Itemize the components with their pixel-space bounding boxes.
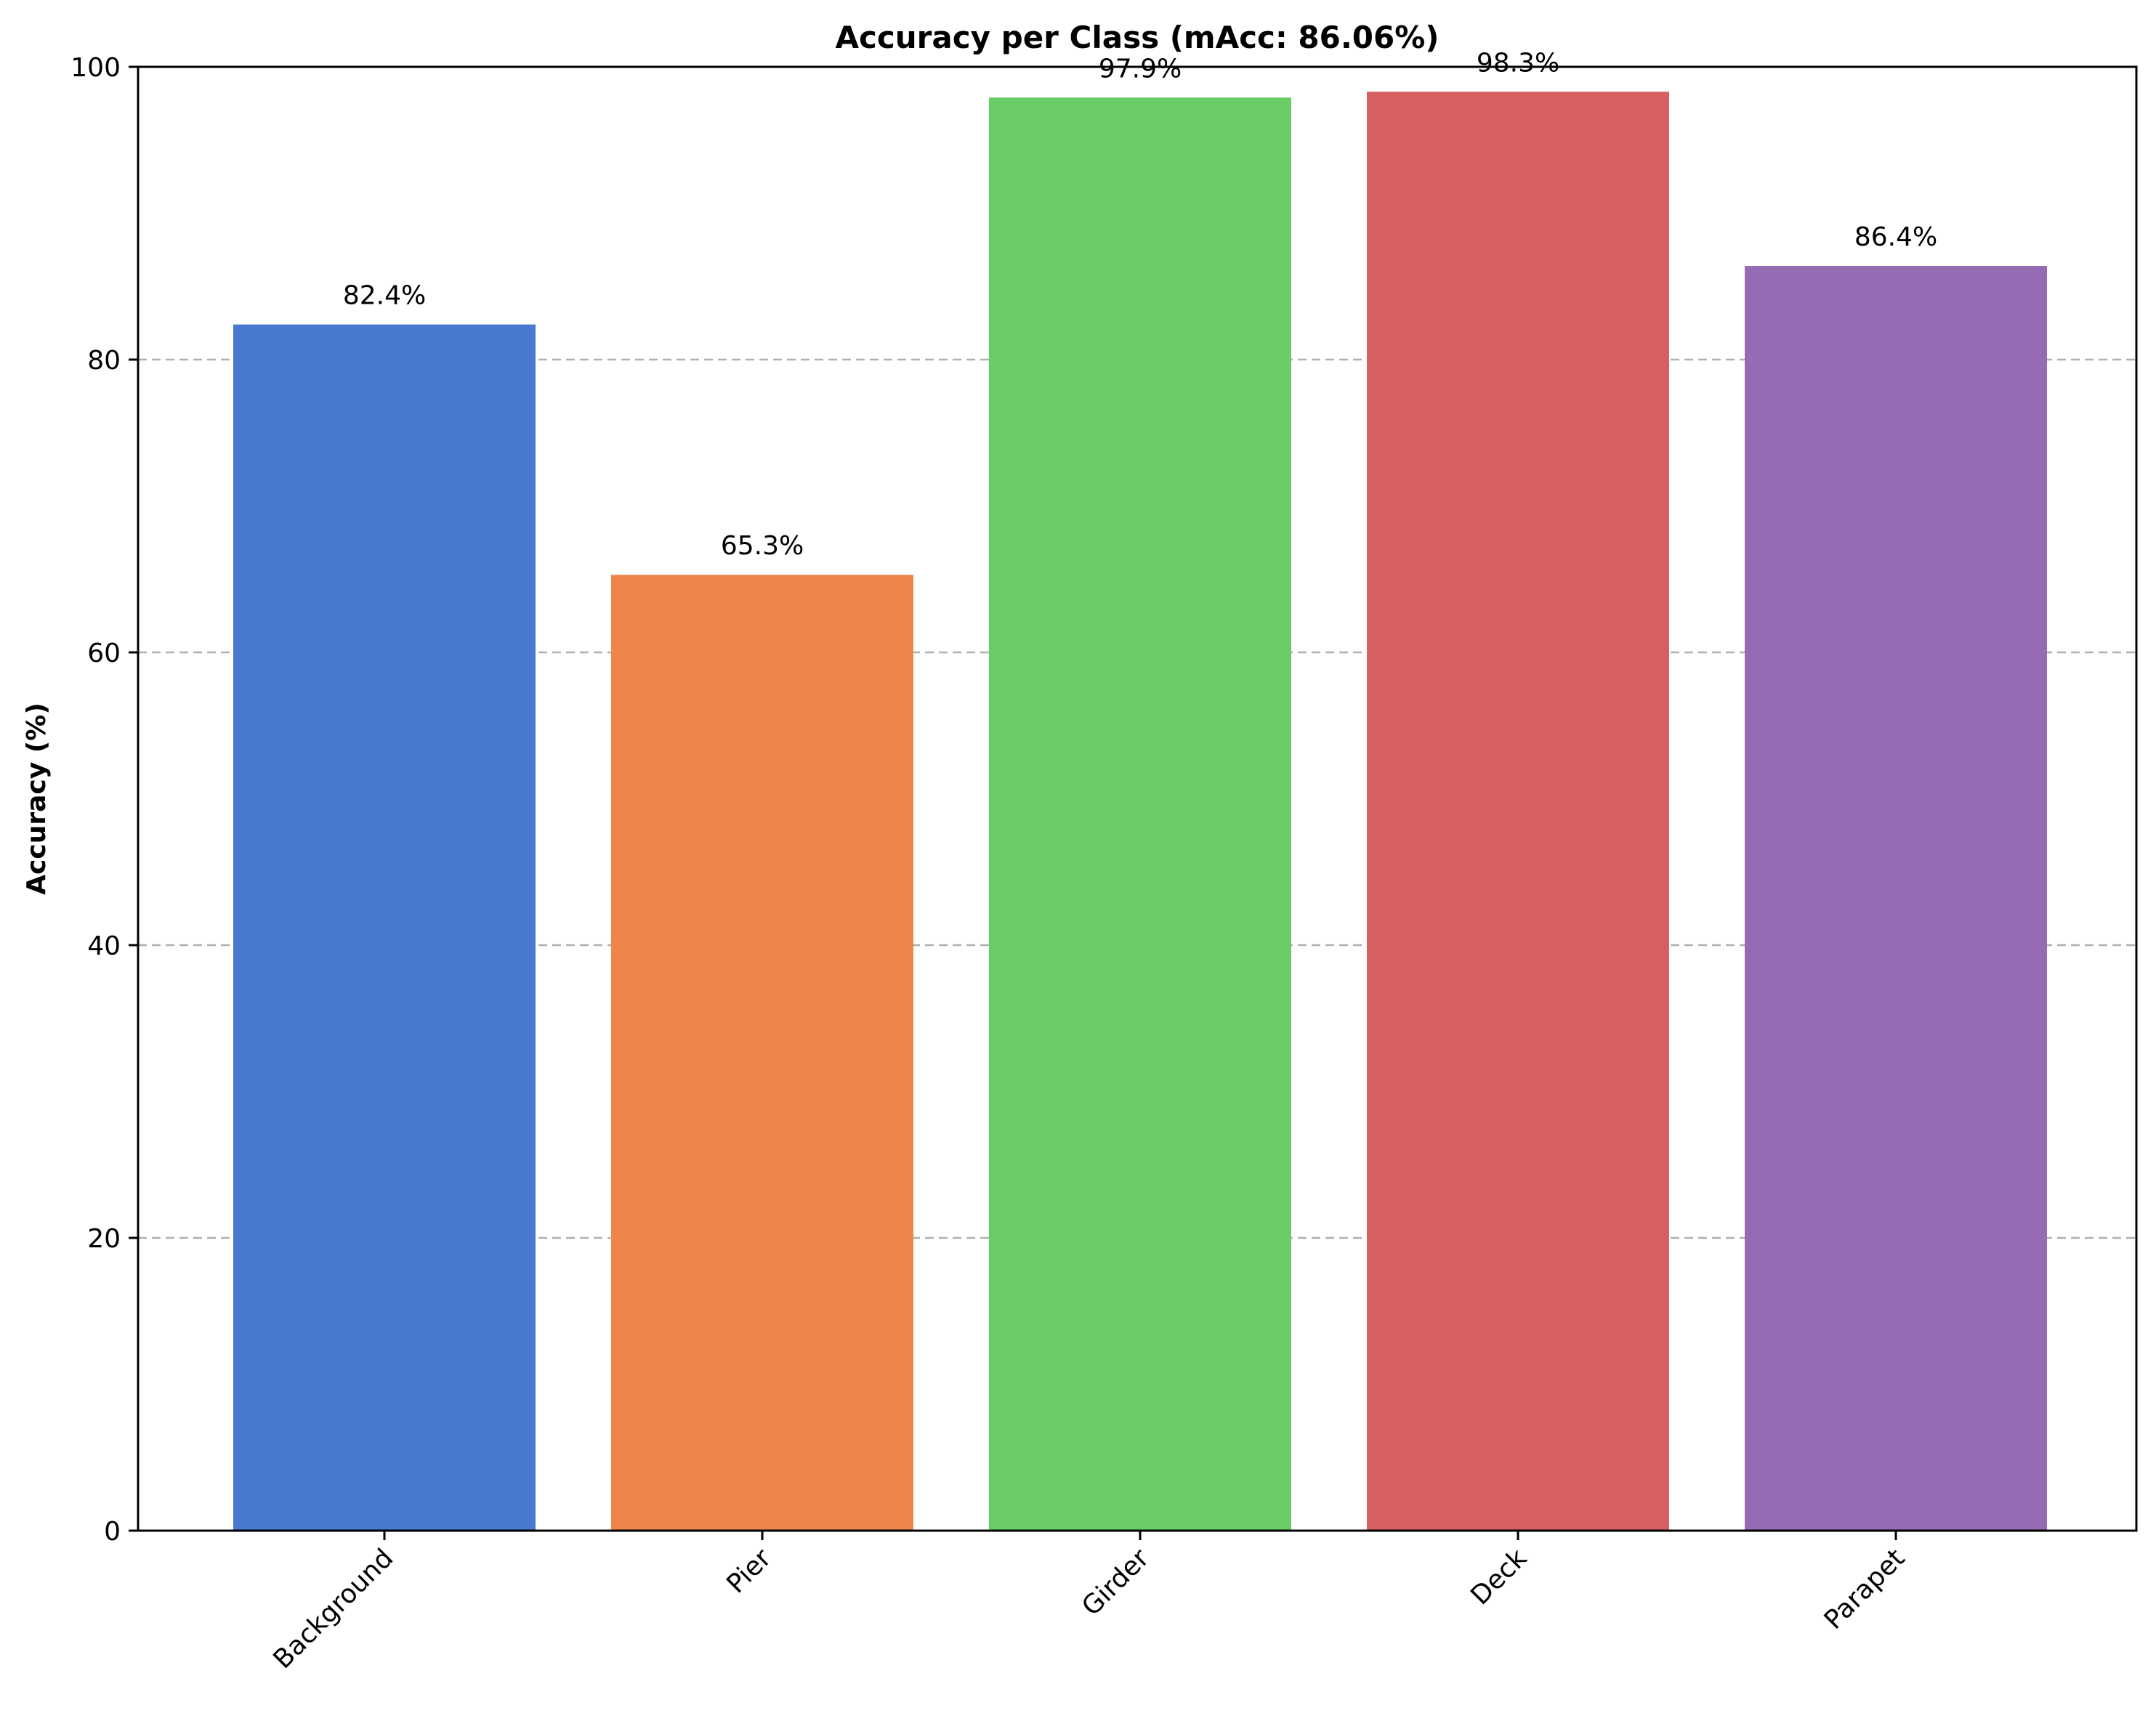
y-tick-label: 0 [104,1517,121,1547]
bar-deck [1367,92,1669,1531]
y-tick-label: 40 [87,931,121,961]
y-tick-label: 100 [70,53,121,83]
bar-parapet [1745,266,2047,1531]
data-label-girder: 97.9% [1099,54,1182,84]
data-label-parapet: 86.4% [1854,222,1937,252]
bar-pier [611,575,913,1531]
bar-layer [233,92,2047,1531]
y-tick-label: 60 [87,639,121,668]
y-tick-label: 80 [87,346,121,376]
bar-background [233,324,536,1531]
data-label-deck: 98.3% [1477,48,1559,78]
data-label-background: 82.4% [343,281,426,311]
axes-frame [137,65,2138,1532]
bar-girder [989,97,1291,1531]
chart-title: Accuracy per Class (mAcc: 86.06%) [835,20,1439,55]
y-axis-label: Accuracy (%) [22,702,52,895]
data-label-pier: 65.3% [721,531,804,561]
y-tick-label: 20 [87,1224,121,1254]
data-label-layer: 82.4% 65.3% 97.9% 98.3% 86.4% [343,48,1937,561]
